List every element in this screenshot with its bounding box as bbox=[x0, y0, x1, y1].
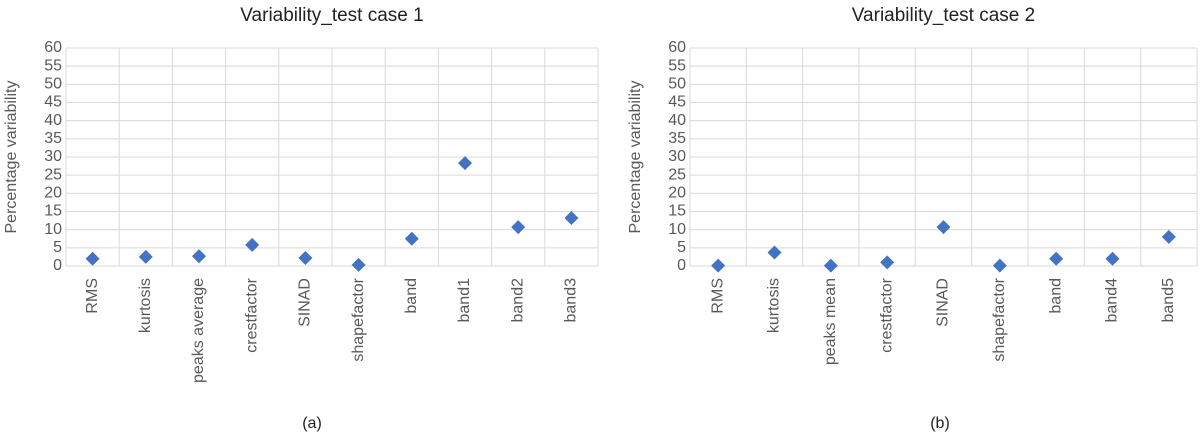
y-tick-label: 10 bbox=[44, 221, 62, 238]
x-tick-label: kurtosis bbox=[766, 278, 783, 333]
y-tick-label: 30 bbox=[44, 148, 62, 165]
y-tick-label: 30 bbox=[668, 148, 686, 165]
y-tick-label: 35 bbox=[668, 130, 686, 147]
y-tick-label: 45 bbox=[668, 94, 686, 111]
marker bbox=[298, 251, 313, 266]
y-tick-label: 20 bbox=[668, 185, 686, 202]
y-tick-label: 55 bbox=[44, 57, 62, 74]
marker bbox=[823, 258, 838, 273]
marker bbox=[138, 249, 153, 264]
y-tick-label: 40 bbox=[44, 112, 62, 129]
y-tick-label: 5 bbox=[677, 239, 686, 256]
marker bbox=[404, 231, 419, 246]
marker bbox=[564, 211, 579, 226]
y-tick-label: 60 bbox=[668, 39, 686, 56]
marker bbox=[351, 257, 366, 272]
x-tick-label: crestfactor bbox=[243, 277, 260, 352]
y-tick-label: 25 bbox=[44, 166, 62, 183]
marker bbox=[936, 220, 951, 235]
marker bbox=[245, 237, 260, 252]
marker bbox=[1105, 251, 1120, 266]
marker bbox=[880, 255, 895, 270]
y-tick-label: 5 bbox=[53, 239, 62, 256]
x-tick-label: band3 bbox=[563, 278, 580, 323]
caption: (b) bbox=[930, 415, 950, 432]
caption: (a) bbox=[302, 415, 322, 432]
x-tick-label: crestfactor bbox=[878, 277, 895, 352]
x-tick-label: peaks mean bbox=[822, 278, 839, 365]
marker bbox=[192, 249, 206, 264]
y-tick-label: 10 bbox=[668, 221, 686, 238]
y-axis-label: Percentage variability bbox=[627, 81, 644, 234]
x-tick-label: band bbox=[1047, 278, 1064, 314]
x-tick-label: band bbox=[403, 278, 420, 314]
chart-title: Variability_test case 1 bbox=[240, 5, 423, 26]
marker bbox=[1049, 251, 1064, 266]
y-tick-label: 55 bbox=[668, 57, 686, 74]
marker bbox=[992, 258, 1007, 273]
x-tick-label: band5 bbox=[1160, 278, 1177, 323]
y-tick-label: 25 bbox=[668, 166, 686, 183]
x-tick-label: shapefactor bbox=[991, 277, 1008, 361]
y-axis-label: Percentage variability bbox=[3, 81, 20, 234]
marker bbox=[511, 220, 526, 235]
chart-title: Variability_test case 2 bbox=[852, 5, 1035, 26]
y-tick-label: 0 bbox=[677, 257, 686, 274]
marker bbox=[1161, 229, 1176, 244]
x-tick-label: SINAD bbox=[935, 278, 952, 327]
x-tick-label: SINAD bbox=[297, 278, 314, 327]
marker bbox=[85, 251, 100, 266]
x-tick-label: kurtosis bbox=[137, 278, 154, 333]
y-tick-label: 60 bbox=[44, 39, 62, 56]
y-tick-label: 0 bbox=[53, 257, 62, 274]
x-tick-label: band4 bbox=[1104, 278, 1121, 323]
x-tick-label: band1 bbox=[456, 278, 473, 323]
x-tick-label: shapefactor bbox=[350, 277, 367, 361]
marker bbox=[767, 245, 782, 260]
y-tick-label: 45 bbox=[44, 94, 62, 111]
x-tick-label: peaks average bbox=[190, 278, 207, 383]
y-tick-label: 15 bbox=[668, 203, 686, 220]
y-tick-label: 20 bbox=[44, 185, 62, 202]
x-tick-label: RMS bbox=[709, 278, 726, 314]
x-tick-label: band2 bbox=[509, 278, 526, 323]
y-tick-label: 15 bbox=[44, 203, 62, 220]
marker bbox=[458, 156, 472, 171]
y-tick-label: 35 bbox=[44, 130, 62, 147]
y-tick-label: 50 bbox=[44, 76, 62, 93]
x-tick-label: RMS bbox=[84, 278, 101, 314]
marker bbox=[711, 258, 726, 273]
y-tick-label: 40 bbox=[668, 112, 686, 129]
y-tick-label: 50 bbox=[668, 76, 686, 93]
